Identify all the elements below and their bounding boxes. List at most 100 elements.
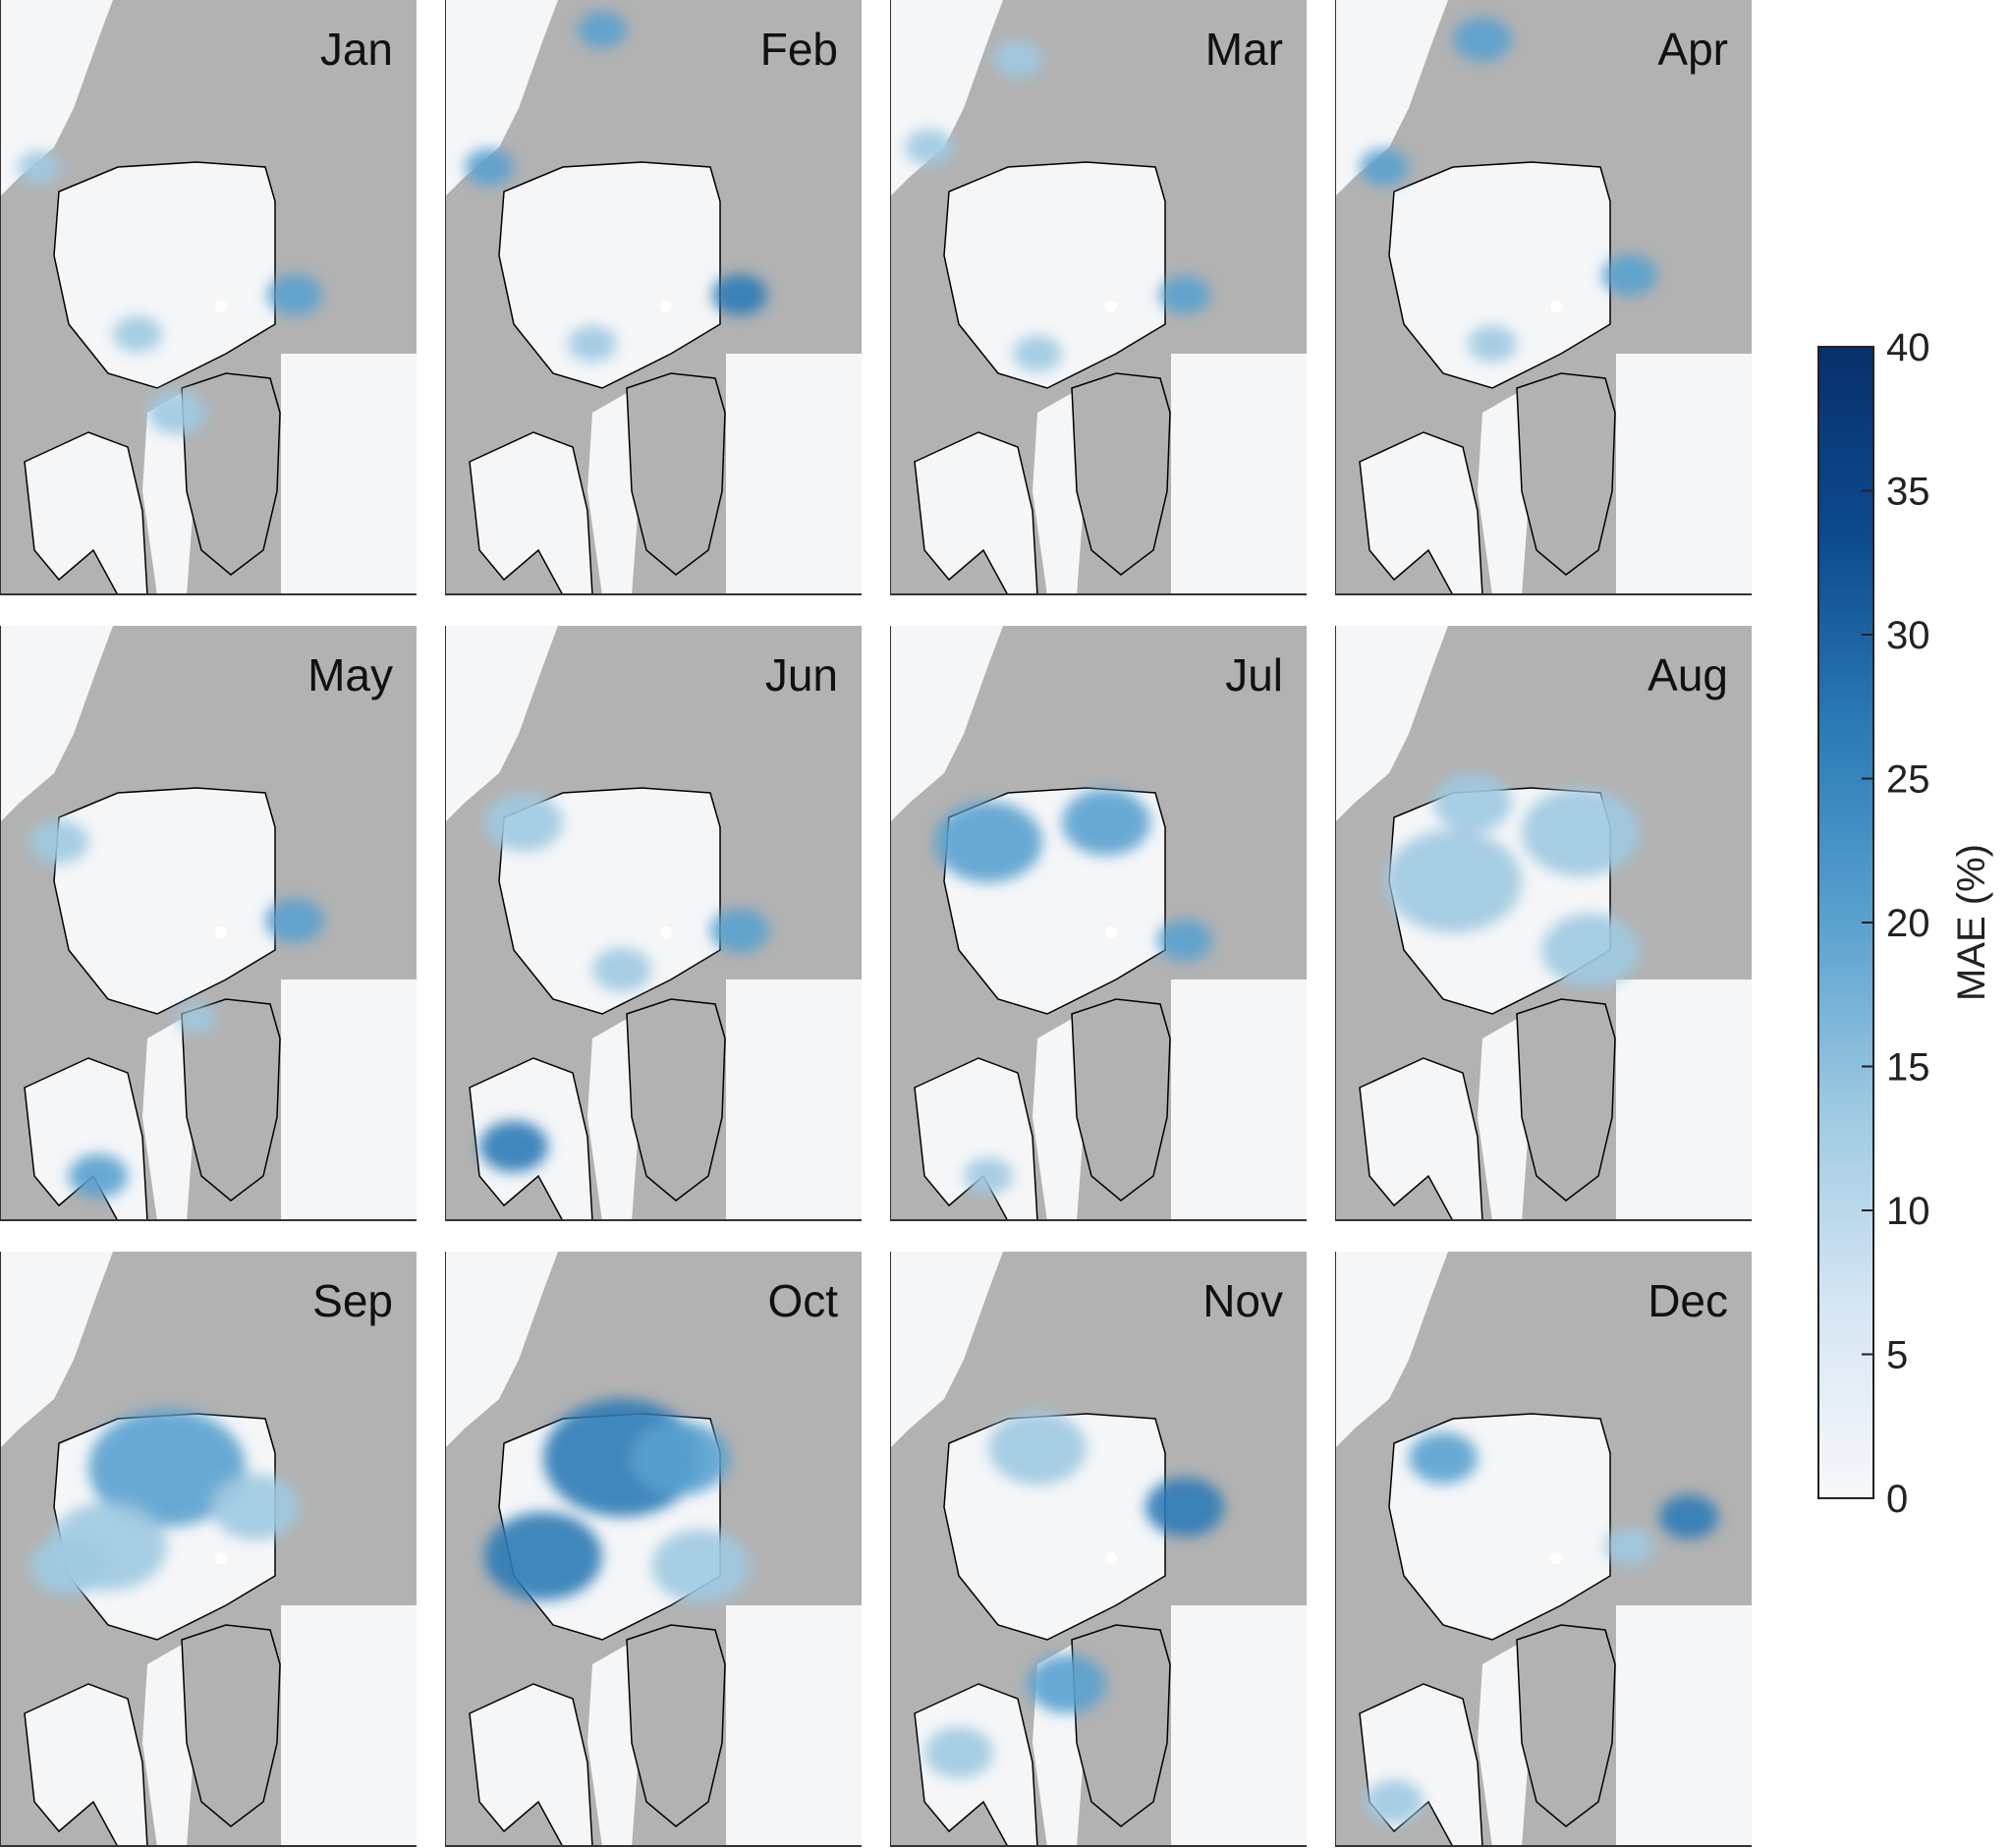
mae-field bbox=[29, 1409, 300, 1596]
baffin-bay bbox=[142, 393, 196, 595]
panel-feb: Feb bbox=[445, 0, 862, 595]
ocean-region bbox=[1616, 354, 1752, 595]
colorbar-label: MAE (%) bbox=[1950, 844, 1993, 1001]
ocean-region bbox=[726, 980, 862, 1221]
mae-hotspot bbox=[632, 1421, 730, 1495]
panel-title: Apr bbox=[1657, 24, 1728, 75]
mae-hotspot bbox=[964, 1157, 1013, 1195]
mae-hotspot bbox=[993, 40, 1042, 78]
mae-field bbox=[1365, 1431, 1718, 1824]
ocean-region bbox=[281, 1605, 417, 1847]
mae-field bbox=[29, 819, 324, 1199]
hudson-bay bbox=[24, 1683, 148, 1847]
greenland bbox=[1516, 998, 1616, 1202]
ocean-region bbox=[890, 626, 1003, 822]
colorbar-tick-label: 15 bbox=[1886, 1046, 1930, 1090]
ocean-region bbox=[1335, 1252, 1448, 1448]
mae-hotspot bbox=[924, 1726, 993, 1779]
panel-title: Nov bbox=[1202, 1275, 1283, 1326]
panel-title: Jun bbox=[765, 649, 838, 700]
ocean-region bbox=[445, 626, 558, 822]
mae-hotspot bbox=[1659, 1494, 1718, 1540]
mae-field bbox=[479, 793, 769, 1173]
colorbar: 0 5 10 15 20 25 30 35 40 MAE (%) bbox=[1817, 326, 1993, 1521]
mae-field bbox=[1360, 17, 1657, 363]
baffin-bay bbox=[142, 1645, 196, 1847]
pole-hole bbox=[660, 301, 672, 312]
mae-field bbox=[484, 1399, 750, 1603]
baffin-bay bbox=[587, 1645, 642, 1847]
baffin-bay bbox=[1033, 1019, 1087, 1221]
mae-hotspot bbox=[465, 148, 514, 186]
mae-hotspot bbox=[1062, 789, 1150, 856]
mae-hotspot bbox=[1360, 148, 1409, 186]
mae-hotspot bbox=[484, 793, 563, 852]
mae-hotspot bbox=[267, 274, 322, 315]
mae-hotspot bbox=[1602, 254, 1657, 296]
greenland bbox=[181, 372, 281, 576]
ocean-region bbox=[445, 0, 558, 196]
colorbar-tick-label: 0 bbox=[1886, 1478, 1908, 1521]
greenland bbox=[1516, 372, 1616, 576]
mae-hotspot bbox=[29, 819, 88, 865]
panel-nov: Nov bbox=[890, 1252, 1307, 1847]
mae-hotspot bbox=[69, 1153, 128, 1199]
pole-hole bbox=[215, 1552, 227, 1564]
colorbar-tick-label: 10 bbox=[1886, 1190, 1930, 1233]
mae-hotspot bbox=[1157, 920, 1212, 961]
baffin-bay bbox=[1033, 393, 1087, 595]
panel-title: Aug bbox=[1648, 649, 1728, 700]
panel-title: Oct bbox=[767, 1275, 838, 1326]
mae-hotspot bbox=[1453, 17, 1512, 62]
mae-field bbox=[924, 1411, 1224, 1779]
arctic-basin bbox=[1388, 161, 1611, 389]
mae-hotspot bbox=[1409, 1431, 1478, 1484]
colorbar-tick-label: 5 bbox=[1886, 1334, 1908, 1377]
panel-jun: Jun bbox=[445, 626, 862, 1221]
mae-hotspot bbox=[1365, 1779, 1424, 1824]
panel-may: May bbox=[0, 626, 417, 1221]
mae-hotspot bbox=[651, 1529, 750, 1603]
mae-hotspot bbox=[147, 390, 206, 435]
baffin-bay bbox=[587, 393, 642, 595]
baffin-bay bbox=[1478, 1645, 1532, 1847]
hudson-bay bbox=[1359, 1057, 1483, 1221]
ocean-region bbox=[890, 1252, 1003, 1448]
baffin-bay bbox=[1478, 1019, 1532, 1221]
mae-hotspot bbox=[18, 150, 61, 184]
panel-title: Feb bbox=[760, 24, 838, 75]
colorbar-tick-label: 20 bbox=[1886, 902, 1930, 945]
panel-title: Jan bbox=[320, 24, 393, 75]
hudson-bay bbox=[469, 1683, 593, 1847]
greenland bbox=[626, 372, 726, 576]
panel-apr: Apr bbox=[1335, 0, 1752, 595]
mae-hotspot bbox=[211, 1474, 300, 1540]
mae-hotspot bbox=[1145, 1478, 1224, 1537]
mae-hotspot bbox=[578, 11, 627, 48]
mae-hotspot bbox=[265, 898, 324, 943]
panel-aug: Aug bbox=[1335, 626, 1752, 1221]
ocean-region bbox=[1171, 354, 1307, 595]
panel-title: Mar bbox=[1205, 24, 1283, 75]
mae-hotspot bbox=[934, 801, 1042, 883]
mae-hotspot bbox=[479, 1120, 548, 1173]
mae-hotspot bbox=[484, 1512, 602, 1600]
arctic-basin bbox=[53, 161, 276, 389]
ocean-region bbox=[281, 354, 417, 595]
pole-hole bbox=[660, 926, 672, 938]
colorbar-ticks: 0 5 10 15 20 25 30 35 40 bbox=[1862, 326, 1930, 1521]
panel-grid: Jan Feb Mar Apr May Jun Jul Aug Sep Oct Nov Dec bbox=[0, 0, 1752, 1847]
ocean-region bbox=[1335, 626, 1448, 822]
mae-hotspot bbox=[1433, 773, 1512, 832]
panel-sep: Sep bbox=[0, 1252, 417, 1847]
panel-jul: Jul bbox=[890, 626, 1307, 1221]
mae-hotspot bbox=[88, 1409, 246, 1527]
baffin-bay bbox=[587, 1019, 642, 1221]
arctic-basin bbox=[498, 787, 721, 1015]
panel-dec: Dec bbox=[1335, 1252, 1752, 1847]
ocean-region bbox=[1171, 980, 1307, 1221]
arctic-basin bbox=[498, 161, 721, 389]
ocean-region bbox=[0, 626, 113, 822]
mae-field bbox=[934, 789, 1212, 1195]
